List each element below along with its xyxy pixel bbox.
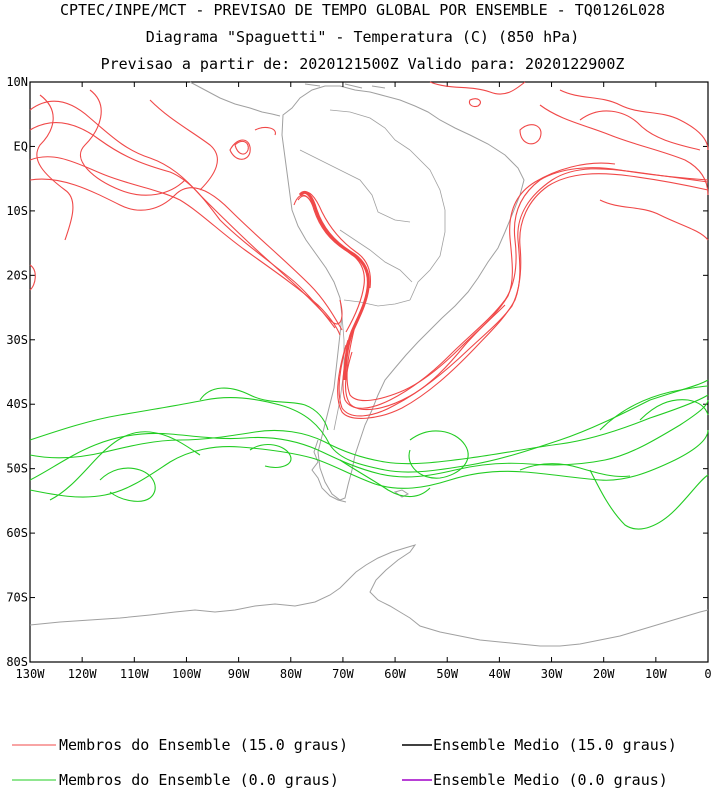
legend-purple-label: Ensemble Medio (0.0 graus) [433, 771, 668, 789]
red-thick-contour [298, 190, 370, 381]
axes-layer: 10N EQ 10S 20S 30S 40S 50S 60S 70S 80S 130W 120W 11… [6, 75, 711, 681]
title-line-1: CPTEC/INPE/MCT - PREVISAO DE TEMPO GLOBA… [59, 1, 666, 19]
lon-label: 100W [172, 667, 202, 681]
lon-label: 110W [120, 667, 150, 681]
green-contour-4 [29, 429, 709, 498]
green-contour-7 [99, 467, 156, 502]
lon-label: 20W [593, 667, 615, 681]
antarctica-coast [29, 544, 709, 647]
red-contour-7 [149, 99, 218, 191]
red-contour-2 [29, 122, 336, 329]
green-contour-13 [519, 463, 631, 478]
red-contour-east-2 [539, 104, 709, 196]
lon-label: 40W [489, 667, 511, 681]
red-contour-east-4 [519, 124, 542, 145]
lat-label: 20S [6, 268, 28, 282]
lat-label: 60S [6, 526, 28, 540]
red-contour-andes-3 [299, 191, 372, 289]
lat-label: 10N [6, 75, 28, 89]
lat-label: 50S [6, 462, 28, 476]
green-contour-12 [249, 444, 292, 468]
lat-label: 70S [6, 591, 28, 605]
chile-fjords [311, 439, 347, 503]
lon-label: 80W [280, 667, 302, 681]
green-contour-8 [408, 430, 469, 479]
red-contour-east-7 [468, 98, 481, 108]
red-contour-west-edge [29, 264, 36, 291]
lat-label: EQ [14, 139, 28, 153]
red-contour-andes-1 [297, 195, 369, 336]
map-frame [29, 81, 709, 663]
red-contour-east-3 [579, 110, 701, 151]
red-contour-andes-2 [293, 194, 365, 333]
border-f [409, 149, 446, 301]
lat-label: 30S [6, 333, 28, 347]
country-borders [299, 109, 446, 431]
border-c [339, 229, 413, 283]
south-america-coast [281, 85, 525, 501]
red-contour-east-6 [429, 81, 526, 95]
title-line-3: Previsao a partir de: 2020121500Z Valido… [100, 55, 625, 73]
red-contour-south-4 [346, 162, 616, 402]
red-contour-3 [29, 156, 341, 336]
red-contour-5 [36, 94, 74, 241]
red-contour-south-5 [344, 304, 506, 411]
red-contour-6 [79, 89, 186, 196]
lat-label: 10S [6, 204, 28, 218]
caribbean-islands [304, 83, 386, 89]
green-contour-11 [639, 399, 709, 421]
green-contour-14 [339, 459, 431, 498]
lon-label: 70W [332, 667, 354, 681]
lon-label: 60W [384, 667, 406, 681]
lon-label: 10W [645, 667, 667, 681]
lon-label: 30W [541, 667, 563, 681]
lon-label: 0 [704, 667, 711, 681]
border-d [343, 299, 411, 307]
red-contour-10 [254, 126, 276, 136]
green-contour-6 [199, 387, 329, 431]
red-contour-1 [29, 100, 343, 325]
green-ensemble-members [29, 379, 709, 530]
legend-red-label: Membros do Ensemble (15.0 graus) [59, 736, 348, 754]
legend-green-label: Membros do Ensemble (0.0 graus) [59, 771, 339, 789]
title-line-2: Diagrama "Spaguetti" - Temperatura (C) (… [145, 28, 580, 46]
border-b [299, 149, 411, 223]
red-ensemble-members [29, 81, 709, 419]
border-a [329, 109, 411, 151]
red-contour-east-1 [559, 89, 709, 151]
green-contour-2 [29, 394, 709, 465]
red-contour-east-5 [599, 199, 709, 241]
lat-label: 80S [6, 655, 28, 669]
green-contour-3 [29, 399, 709, 481]
lon-label: 90W [228, 667, 250, 681]
red-contour-8 [229, 139, 251, 160]
lat-label: 40S [6, 397, 28, 411]
lon-label: 130W [16, 667, 46, 681]
green-contour-10 [599, 385, 709, 431]
coastline-layer [29, 81, 709, 647]
green-contour-9 [589, 469, 709, 530]
legend-lines [12, 744, 432, 781]
red-contour-9 [234, 140, 249, 155]
legend-black-label: Ensemble Medio (15.0 graus) [433, 736, 677, 754]
green-contour-5 [49, 431, 201, 501]
lon-label: 120W [68, 667, 98, 681]
red-contour-south-3 [337, 168, 709, 419]
green-contour-1 [29, 379, 709, 473]
central-america-coast [189, 81, 281, 117]
lon-label: 50W [436, 667, 458, 681]
red-contour-south-1 [342, 167, 709, 409]
